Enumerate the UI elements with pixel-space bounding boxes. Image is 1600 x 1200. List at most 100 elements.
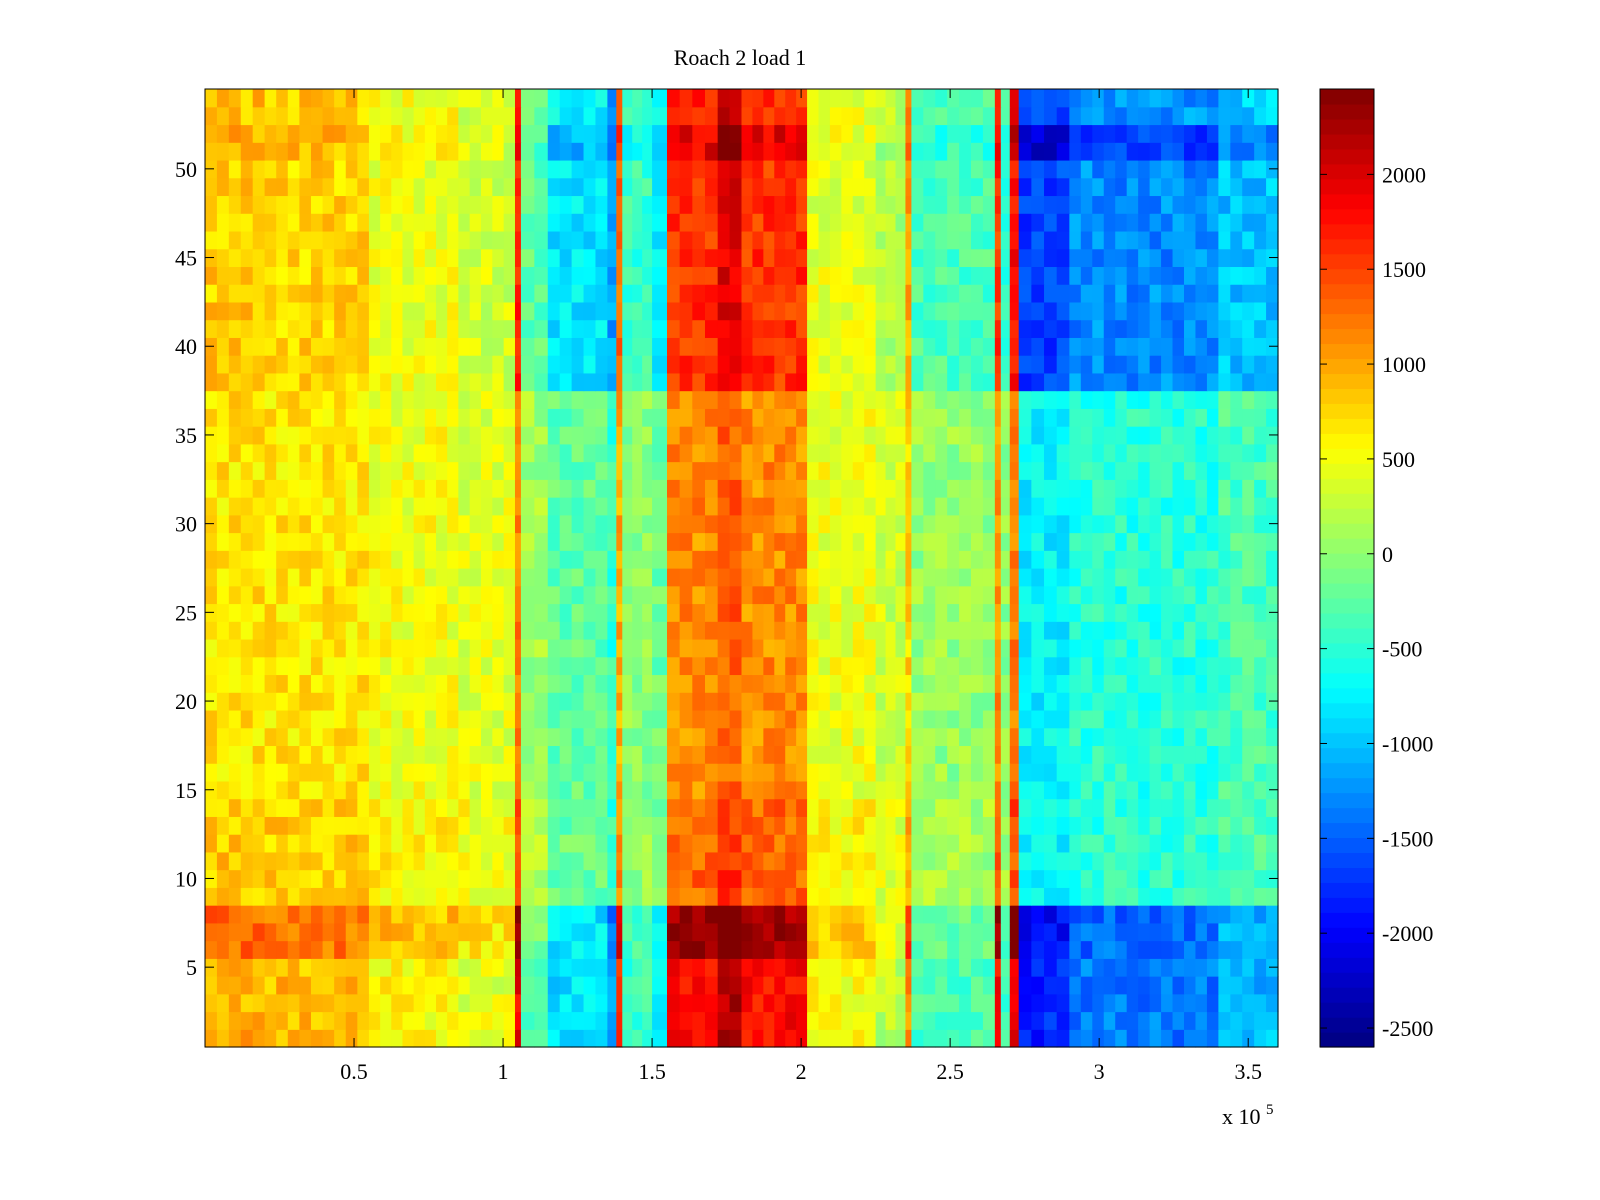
heatmap-cell: [1044, 798, 1058, 817]
heatmap-cell: [652, 780, 668, 800]
heatmap-cell: [287, 745, 300, 764]
heatmap-cell: [666, 603, 681, 622]
heatmap-cell: [252, 514, 266, 534]
heatmap-cell: [692, 177, 706, 197]
heatmap-cell: [492, 621, 505, 640]
heatmap-cell: [514, 319, 522, 338]
heatmap-cell: [1254, 993, 1267, 1013]
heatmap-cell: [299, 851, 312, 871]
heatmap-cell: [1195, 301, 1208, 321]
heatmap-cell: [1056, 213, 1070, 232]
heatmap-cell: [971, 905, 984, 924]
heatmap-cell: [796, 674, 808, 693]
heatmap-cell: [534, 532, 549, 551]
heatmap-cell: [935, 585, 948, 605]
heatmap-cell: [402, 106, 415, 126]
heatmap-cell: [632, 532, 643, 551]
heatmap-cell: [829, 780, 842, 800]
heatmap-cell: [1115, 887, 1128, 906]
heatmap-cell: [402, 177, 415, 197]
heatmap-cell: [469, 177, 482, 197]
heatmap-cell: [547, 301, 561, 321]
heatmap-cell: [885, 869, 897, 888]
heatmap-cell: [1172, 692, 1185, 711]
heatmap-cell: [368, 603, 381, 622]
heatmap-cell: [334, 568, 347, 587]
heatmap-cell: [287, 834, 300, 853]
heatmap-cell: [1018, 709, 1032, 729]
heatmap-cell: [264, 621, 277, 640]
heatmap-cell: [299, 124, 312, 143]
heatmap-cell: [514, 603, 522, 622]
heatmap-cell: [1172, 532, 1185, 551]
heatmap-cell: [1009, 479, 1020, 498]
heatmap-cell: [583, 159, 597, 179]
heatmap-cell: [380, 780, 392, 800]
heatmap-cell: [622, 638, 633, 658]
heatmap-cell: [679, 142, 693, 161]
heatmap-cell: [763, 709, 775, 729]
heatmap-cell: [1009, 638, 1020, 658]
heatmap-cell: [1009, 709, 1020, 729]
heatmap-cell: [559, 532, 573, 551]
heatmap-cell: [785, 213, 797, 232]
heatmap-cell: [583, 763, 597, 782]
heatmap-cell: [216, 284, 230, 303]
heatmap-cell: [785, 390, 797, 409]
heatmap-cell: [971, 922, 984, 942]
heatmap-cell: [752, 497, 764, 516]
heatmap-cell: [345, 408, 358, 427]
heatmap-cell: [692, 816, 706, 835]
heatmap-cell: [679, 355, 693, 374]
heatmap-cell: [864, 638, 877, 658]
heatmap-cell: [785, 674, 797, 693]
heatmap-cell: [469, 993, 482, 1013]
heatmap-cell: [322, 869, 335, 888]
heatmap-cell: [1149, 905, 1162, 924]
heatmap-cell: [959, 443, 972, 463]
heatmap-cell: [818, 976, 831, 995]
heatmap-cell: [413, 443, 426, 463]
heatmap-cell: [1242, 195, 1255, 214]
heatmap-cell: [413, 514, 426, 534]
heatmap-cell: [583, 834, 597, 853]
heatmap-cell: [1031, 692, 1045, 711]
heatmap-cell: [322, 692, 335, 711]
heatmap-cell: [583, 851, 597, 871]
heatmap-cell: [1195, 958, 1208, 977]
heatmap-cell: [607, 585, 617, 605]
heatmap-cell: [616, 124, 623, 143]
heatmap-cell: [829, 408, 842, 427]
heatmap-cell: [402, 940, 415, 959]
heatmap-cell: [205, 443, 218, 463]
heatmap-cell: [959, 337, 972, 356]
heatmap-cell: [481, 1029, 493, 1048]
heatmap-cell: [622, 195, 633, 214]
heatmap-cell: [534, 621, 549, 640]
heatmap-cell: [1056, 940, 1070, 959]
heatmap-cell: [885, 248, 897, 268]
heatmap-cell: [911, 638, 924, 658]
heatmap-cell: [729, 674, 743, 693]
heatmap-cell: [1031, 745, 1045, 764]
heatmap-cell: [923, 284, 936, 303]
heatmap-cell: [1149, 514, 1162, 534]
heatmap-cell: [1149, 568, 1162, 587]
heatmap-cell: [571, 656, 585, 676]
heatmap-cell: [334, 656, 347, 676]
heatmap-cell: [692, 1011, 706, 1030]
heatmap-cell: [895, 284, 907, 303]
heatmap-cell: [514, 709, 522, 729]
heatmap-cell: [391, 869, 404, 888]
heatmap-cell: [391, 550, 404, 569]
heatmap-cell: [435, 1029, 448, 1048]
heatmap-cell: [1172, 177, 1185, 197]
heatmap-cell: [1138, 266, 1151, 285]
heatmap-cell: [666, 692, 681, 711]
heatmap-cell: [264, 727, 277, 747]
heatmap-cell: [875, 709, 887, 729]
heatmap-cell: [852, 638, 865, 658]
heatmap-cell: [852, 159, 865, 179]
heatmap-cell: [299, 319, 312, 338]
heatmap-cell: [287, 976, 300, 995]
